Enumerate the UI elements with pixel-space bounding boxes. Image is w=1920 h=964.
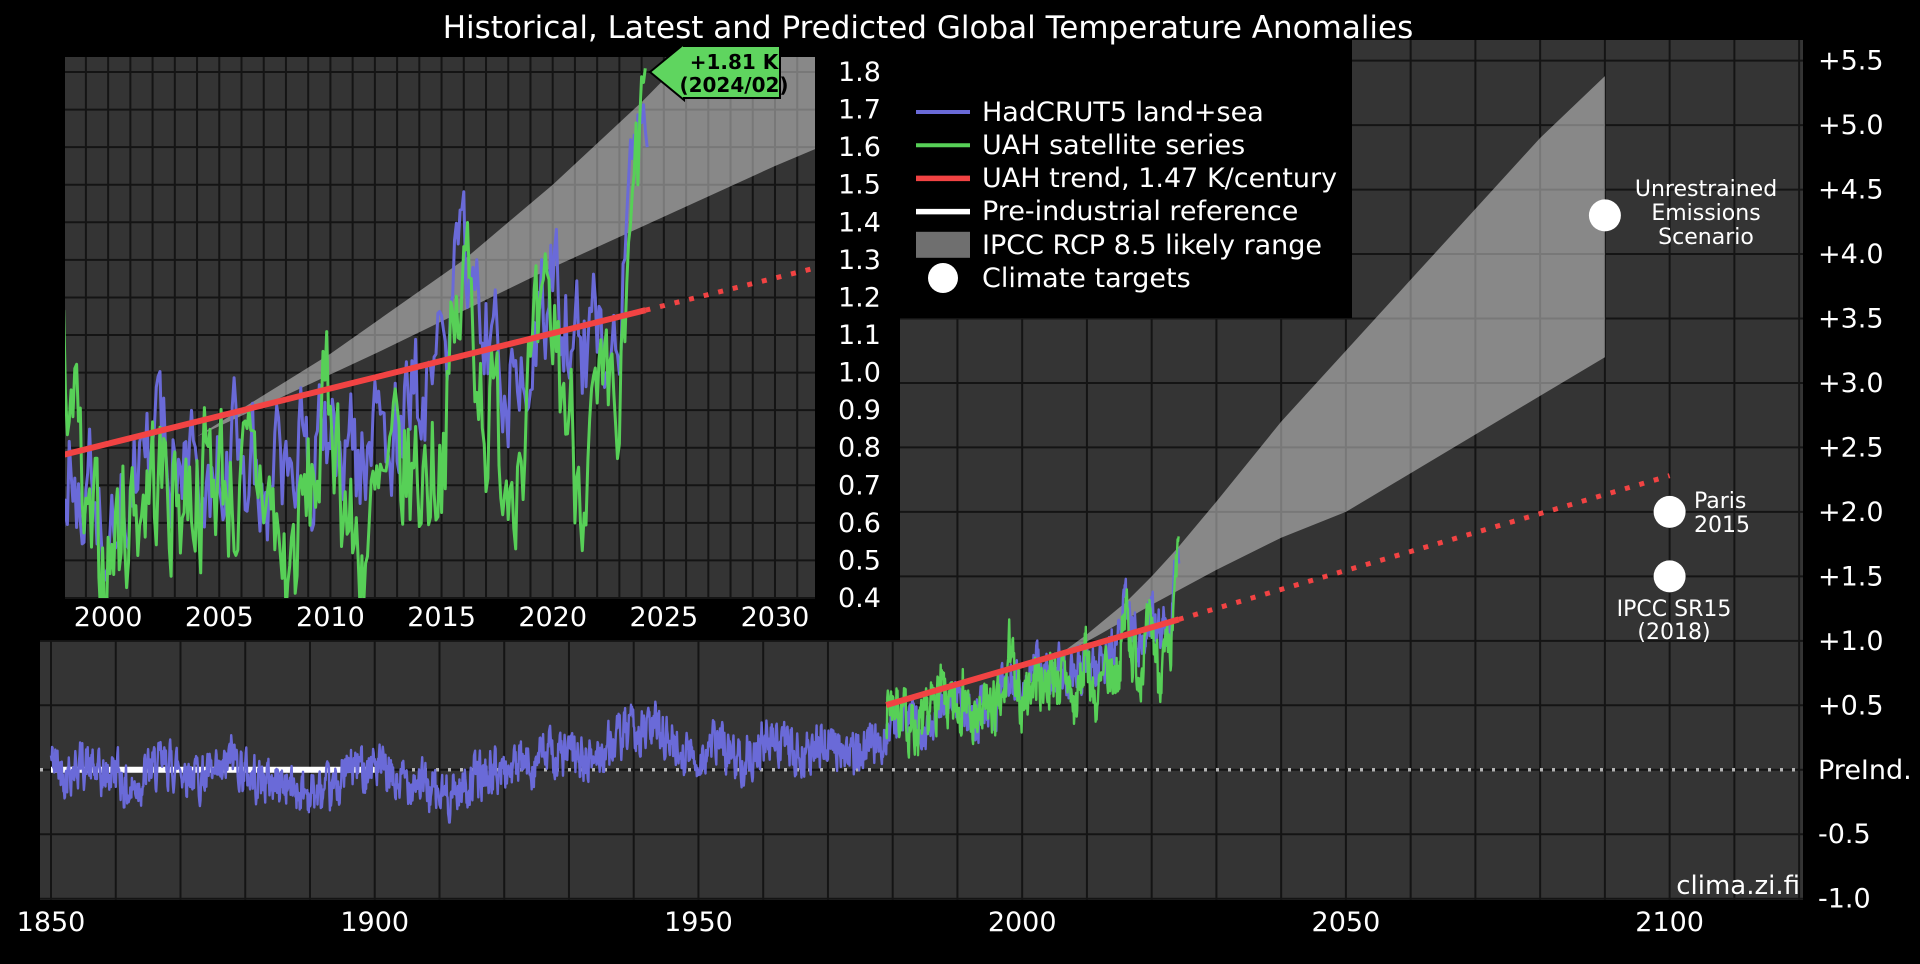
- sr15-target-dot: [1653, 560, 1686, 593]
- main-x-tick: 1950: [664, 907, 733, 938]
- inset-y-tick: 0.7: [838, 470, 881, 501]
- main-y-tick: +5.0: [1818, 110, 1884, 141]
- inset-x-tick: 2030: [741, 602, 810, 633]
- main-y-tick: +3.5: [1818, 304, 1884, 335]
- uah-trend-line: [65, 307, 647, 458]
- chart-title: Historical, Latest and Predicted Global …: [443, 10, 1414, 46]
- unrestrained-label-1: Unrestrained: [1635, 177, 1777, 202]
- inset-y-tick: 1.6: [838, 132, 881, 163]
- inset-y-tick: 1.0: [838, 358, 881, 389]
- flag-arrow-shape: [648, 41, 781, 103]
- main-y-tick: +4.0: [1818, 239, 1884, 270]
- inset-y-tick: 1.7: [838, 95, 881, 126]
- inset-x-tick: 2005: [185, 602, 254, 633]
- axis-ticks: +5.5 +5.0 +4.5 +4.0 +3.5 +3.0 +2.5 +2.0 +1.5 +1.0…: [17, 46, 1912, 938]
- inset-y-tick: 1.3: [838, 245, 881, 276]
- uah-series: [65, 68, 647, 598]
- inset-x-tick: 2025: [629, 602, 698, 633]
- inset-chart: [65, 57, 815, 599]
- main-y-tick: +4.5: [1818, 175, 1884, 206]
- main-y-tick: +1.5: [1818, 561, 1884, 592]
- rcp85-band: [197, 57, 815, 437]
- main-x-tick: 1850: [17, 907, 86, 938]
- legend-marker-target_dot: [928, 263, 958, 293]
- main-y-tick: +1.0: [1818, 626, 1884, 657]
- inset-y-tick: 1.8: [838, 57, 881, 88]
- uah-trend-line: [885, 616, 1180, 708]
- inset-y-tick: 0.4: [838, 583, 881, 614]
- paris-label-2: 2015: [1694, 513, 1750, 538]
- unrestrained-target-dot: [1588, 199, 1621, 232]
- inset-y-tick: 0.5: [838, 545, 881, 576]
- legend-panel: [815, 40, 1352, 318]
- legend-label-hadcrut5: HadCRUT5 land+sea: [982, 97, 1264, 128]
- inset-x-tick: 2015: [407, 602, 476, 633]
- sr15-label-1: IPCC SR15: [1617, 597, 1732, 622]
- unrestrained-label-2: Emissions: [1651, 201, 1760, 226]
- inset-y-tick: 1.1: [838, 320, 881, 351]
- flag-value: +1.81 K: [690, 50, 780, 74]
- inset-y-tick: 1.5: [838, 170, 881, 201]
- latest-value-flag: +1.81 K (2024/02): [648, 41, 789, 103]
- sr15-label-2: (2018): [1637, 620, 1710, 645]
- inset-plot-layers: [65, 57, 815, 598]
- legend-markers: [916, 110, 970, 293]
- uah-trend-projection: [1177, 473, 1671, 622]
- inset-x-tick: 2020: [518, 602, 587, 633]
- main-x-tick: 1900: [340, 907, 409, 938]
- uah-series: [885, 536, 1180, 759]
- main-y-tick: -0.5: [1818, 819, 1871, 850]
- main-y-tick: -1.0: [1818, 884, 1871, 915]
- rcp85-band: [1048, 76, 1605, 663]
- main-y-tick: +0.5: [1818, 690, 1884, 721]
- legend-marker-legend_patch: [916, 231, 970, 258]
- main-y-tick: +5.5: [1818, 46, 1884, 77]
- legend-label-preindustrial: Pre-industrial reference: [982, 196, 1298, 227]
- main-y-tick: +2.0: [1818, 497, 1884, 528]
- paris-target-dot: [1653, 495, 1686, 528]
- inset-y-tick: 1.2: [838, 282, 881, 313]
- paris-label-1: Paris: [1694, 489, 1746, 514]
- watermark: clima.zi.fi: [1676, 871, 1800, 901]
- main-y-tick: PreInd.: [1818, 755, 1912, 786]
- inset-y-tick: 0.6: [838, 508, 881, 539]
- main-y-tick: +3.0: [1818, 368, 1884, 399]
- flag-date: (2024/02): [679, 73, 788, 97]
- legend-label-uah-trend: UAH trend, 1.47 K/century: [982, 163, 1337, 194]
- climate-targets: Unrestrained Emissions Scenario Paris 20…: [1588, 177, 1777, 645]
- inset-x-tick: 2010: [296, 602, 365, 633]
- main-x-tick: 2000: [988, 907, 1057, 938]
- legend-label-climate-targets: Climate targets: [982, 263, 1191, 294]
- legend: HadCRUT5 land+sea UAH satellite series U…: [916, 97, 1337, 294]
- inset-y-tick: 0.9: [838, 395, 881, 426]
- inset-y-tick: 0.8: [838, 433, 881, 464]
- legend-label-uah: UAH satellite series: [982, 130, 1245, 161]
- legend-label-rcp85: IPCC RCP 8.5 likely range: [982, 230, 1322, 261]
- inset-y-tick: 1.4: [838, 207, 881, 238]
- inset-x-tick: 2000: [74, 602, 143, 633]
- main-y-tick: +2.5: [1818, 432, 1884, 463]
- main-x-tick: 2100: [1635, 907, 1704, 938]
- main-x-tick: 2050: [1312, 907, 1381, 938]
- unrestrained-label-3: Scenario: [1658, 225, 1754, 250]
- main-plot-layers: [40, 76, 1803, 824]
